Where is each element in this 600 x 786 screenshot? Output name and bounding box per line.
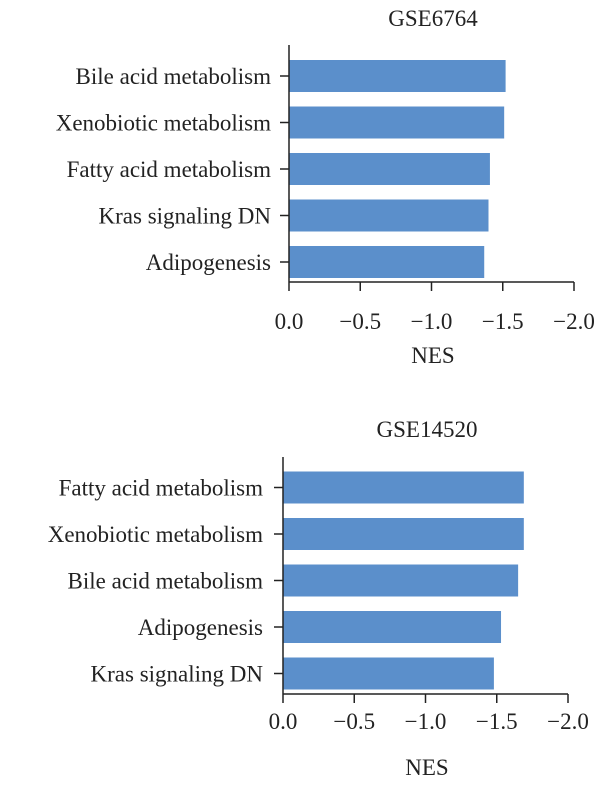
bar (283, 471, 524, 504)
chart-panel-gse6764: GSE6764 Bile acid metabolism Xenobiotic m… (56, 6, 595, 368)
bar (283, 518, 524, 550)
x-axis-label: NES (405, 755, 448, 780)
bar (283, 657, 494, 690)
x-tick-label: −1.5 (482, 309, 524, 334)
bar (283, 564, 519, 597)
category-labels: Fatty acid metabolism Xenobiotic metaboli… (48, 476, 283, 687)
chart-panel-gse14520: GSE14520 Fatty acid metabolism Xenobiotic… (48, 417, 589, 780)
category-label: Xenobiotic metabolism (56, 111, 271, 136)
category-label: Fatty acid metabolism (67, 157, 272, 182)
x-tick-label: −0.5 (339, 309, 381, 334)
category-label: Xenobiotic metabolism (48, 522, 263, 547)
bar (289, 246, 485, 278)
bar-group (283, 471, 524, 690)
x-tick-label: −1.0 (405, 709, 447, 734)
category-label: Adipogenesis (138, 615, 263, 640)
x-tick-label: −1.0 (411, 309, 453, 334)
x-axis-ticks: 0.0 −0.5 −1.0 −1.5 −2.0 (269, 694, 589, 734)
category-label: Kras signaling DN (91, 662, 264, 687)
x-tick-label: −2.0 (553, 309, 595, 334)
x-tick-label: −2.0 (547, 709, 589, 734)
category-label: Bile acid metabolism (68, 569, 264, 594)
bar (289, 153, 490, 185)
chart-title: GSE6764 (388, 6, 478, 31)
x-axis-ticks: 0.0 −0.5 −1.0 −1.5 −2.0 (275, 282, 595, 334)
x-tick-label: 0.0 (275, 309, 304, 334)
category-label: Fatty acid metabolism (59, 476, 264, 501)
x-tick-label: −1.5 (476, 709, 518, 734)
chart-title: GSE14520 (377, 417, 478, 442)
bar (289, 60, 506, 92)
category-labels: Bile acid metabolism Xenobiotic metabolis… (56, 64, 289, 275)
category-label: Bile acid metabolism (76, 64, 272, 89)
bar-group (289, 60, 506, 278)
x-axis-label: NES (411, 343, 454, 368)
bar (289, 199, 489, 232)
category-label: Kras signaling DN (99, 204, 272, 229)
bar (283, 611, 502, 643)
bar (289, 106, 505, 139)
x-tick-label: 0.0 (269, 709, 298, 734)
category-label: Adipogenesis (146, 250, 271, 275)
x-tick-label: −0.5 (333, 709, 375, 734)
